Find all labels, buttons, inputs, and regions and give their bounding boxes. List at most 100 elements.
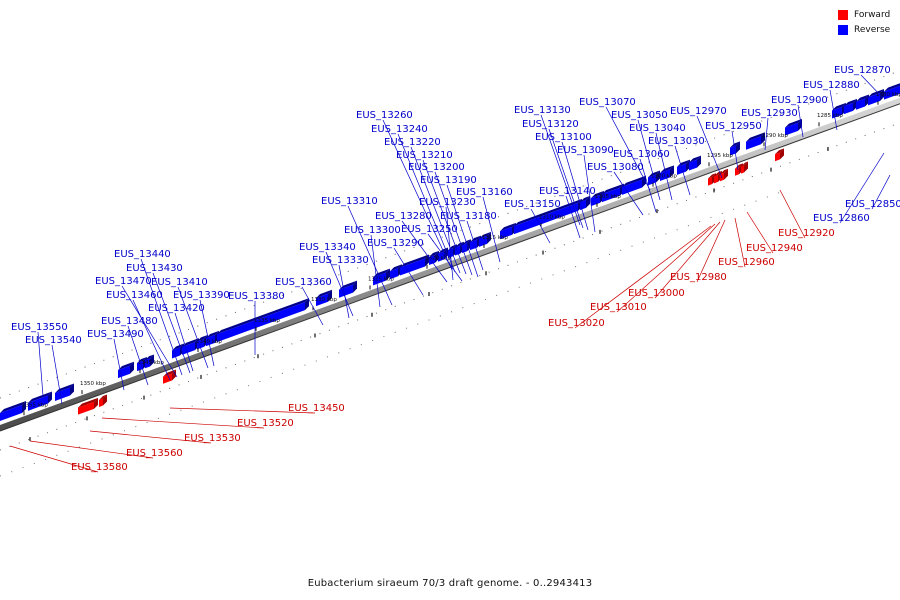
reverse-gene-label[interactable]: EUS_12970 [670,106,727,117]
reverse-gene-label[interactable]: EUS_13120 [522,119,579,130]
forward-gene-block[interactable] [78,397,98,415]
forward-gene-block[interactable] [741,161,748,174]
reverse-gene-label[interactable]: EUS_13150 [504,199,561,210]
reverse-gene-label[interactable]: EUS_13490 [87,329,144,340]
reverse-gene-block[interactable] [145,354,154,369]
reverse-gene-label[interactable]: EUS_13050 [611,110,668,121]
reverse-gene-block[interactable] [55,383,74,402]
reverse-gene-label[interactable]: EUS_13130 [514,105,571,116]
reverse-gene-block[interactable] [844,98,857,115]
reverse-gene-label[interactable]: EUS_12880 [803,80,860,91]
reverse-gene-leader [674,145,691,196]
reverse-gene-block[interactable] [689,155,701,171]
reverse-gene-block[interactable] [746,132,765,150]
reverse-gene-label[interactable]: EUS_13550 [11,322,68,333]
reverse-gene-block[interactable] [785,118,802,136]
reverse-gene-label[interactable]: EUS_13070 [579,97,636,108]
reverse-gene-leader [113,338,125,391]
forward-gene-block-face [99,398,103,408]
reverse-gene-label[interactable]: EUS_13090 [557,145,614,156]
reverse-gene-label[interactable]: EUS_13330 [312,255,369,266]
reverse-gene-label[interactable]: EUS_13060 [613,149,670,160]
reverse-gene-label[interactable]: EUS_13430 [126,263,183,274]
reverse-gene-block[interactable] [884,82,900,100]
forward-gene-label[interactable]: EUS_12920 [778,228,835,239]
reverse-gene-block[interactable] [28,391,52,411]
forward-gene-label[interactable]: EUS_13000 [628,288,685,299]
reverse-gene-label[interactable]: EUS_13220 [384,137,441,148]
reverse-gene-block[interactable] [400,254,429,276]
scale-tick-label: 1350 kbp [80,381,106,387]
reverse-gene-label[interactable]: EUS_13140 [539,186,596,197]
reverse-gene-label[interactable]: EUS_13280 [375,211,432,222]
forward-gene-label[interactable]: EUS_13580 [71,462,128,473]
reverse-gene-label[interactable]: EUS_13440 [114,249,171,260]
forward-gene-leader [29,440,154,459]
forward-gene-label[interactable]: EUS_12940 [746,243,803,254]
reverse-gene-label[interactable]: EUS_13300 [344,225,401,236]
reverse-gene-block-top [470,235,481,243]
reverse-gene-block[interactable] [0,401,26,421]
reverse-gene-label[interactable]: EUS_12900 [771,95,828,106]
reverse-gene-block[interactable] [868,89,884,106]
reverse-gene-block[interactable] [856,94,869,110]
forward-gene-block[interactable] [163,369,176,384]
forward-gene-label[interactable]: EUS_13520 [237,418,294,429]
reverse-gene-label[interactable]: EUS_13480 [101,316,158,327]
reverse-gene-block-top [884,83,900,92]
reverse-gene-label[interactable]: EUS_13420 [148,303,205,314]
reverse-gene-block[interactable] [677,159,690,175]
reverse-gene-leader [482,196,501,263]
reverse-gene-block[interactable] [479,231,491,247]
reverse-gene-label[interactable]: EUS_13260 [356,110,413,121]
reverse-gene-label[interactable]: EUS_13290 [367,238,424,249]
reverse-gene-label[interactable]: EUS_13410 [151,277,208,288]
reverse-gene-label[interactable]: EUS_13380 [228,291,285,302]
reverse-gene-label[interactable]: EUS_13080 [587,162,644,173]
reverse-gene-label[interactable]: EUS_13540 [25,335,82,346]
reverse-gene-label[interactable]: EUS_12860 [813,213,870,224]
reverse-gene-label[interactable]: EUS_12930 [741,108,798,119]
scale-tick-label: 1355 kbp [22,402,48,408]
reverse-gene-label[interactable]: EUS_12950 [705,121,762,132]
forward-gene-block[interactable] [99,394,107,408]
forward-gene-label[interactable]: EUS_13530 [184,433,241,444]
reverse-gene-label[interactable]: EUS_13250 [401,224,458,235]
forward-gene-labels: EUS_12920 EUS_12940 EUS_12960 EUS_12980 EUS_… [9,189,835,473]
forward-gene-label[interactable]: EUS_13020 [548,318,605,329]
reverse-gene-block[interactable] [580,195,590,211]
reverse-gene-label[interactable]: EUS_13240 [371,124,428,135]
forward-gene-label[interactable]: EUS_13010 [590,302,647,313]
reverse-gene-label[interactable]: EUS_13310 [321,196,378,207]
reverse-gene-label[interactable]: EUS_13200 [408,162,465,173]
reverse-gene-block[interactable] [316,289,332,307]
reverse-gene-block[interactable] [660,165,674,182]
forward-gene-label[interactable]: EUS_12980 [670,272,727,283]
reverse-gene-leader [639,158,657,213]
reverse-gene-block[interactable] [373,268,390,286]
forward-gene-label[interactable]: EUS_13560 [126,448,183,459]
reverse-gene-label[interactable]: EUS_13360 [275,277,332,288]
forward-gene-block[interactable] [720,168,728,182]
reverse-gene-label[interactable]: EUS_13390 [173,290,230,301]
reverse-gene-block-top [118,361,134,371]
reverse-gene-label[interactable]: EUS_13030 [648,136,705,147]
reverse-gene-label[interactable]: EUS_12870 [834,65,891,76]
forward-gene-label[interactable]: EUS_12960 [718,257,775,268]
reverse-gene-label[interactable]: EUS_13100 [535,132,592,143]
reverse-gene-block[interactable] [217,298,309,343]
reverse-gene-label[interactable]: EUS_13470 [95,276,152,287]
forward-gene-label[interactable]: EUS_13450 [288,403,345,414]
reverse-gene-label[interactable]: EUS_13340 [299,242,356,253]
reverse-gene-block-top [137,357,147,364]
reverse-gene-labels: EUS_12870 EUS_12880 EUS_12900 EUS_12930 EUS_… [11,65,900,405]
reverse-gene-label[interactable]: EUS_13460 [106,290,163,301]
reverse-gene-label[interactable]: EUS_13190 [420,175,477,186]
reverse-gene-label[interactable]: EUS_13180 [440,211,497,222]
reverse-gene-label[interactable]: EUS_13230 [419,197,476,208]
reverse-gene-label[interactable]: EUS_13210 [396,150,453,161]
reverse-gene-label[interactable]: EUS_12850 [845,199,900,210]
reverse-gene-label[interactable]: EUS_13160 [456,187,513,198]
forward-gene-block[interactable] [775,148,784,162]
reverse-gene-label[interactable]: EUS_13040 [629,123,686,134]
